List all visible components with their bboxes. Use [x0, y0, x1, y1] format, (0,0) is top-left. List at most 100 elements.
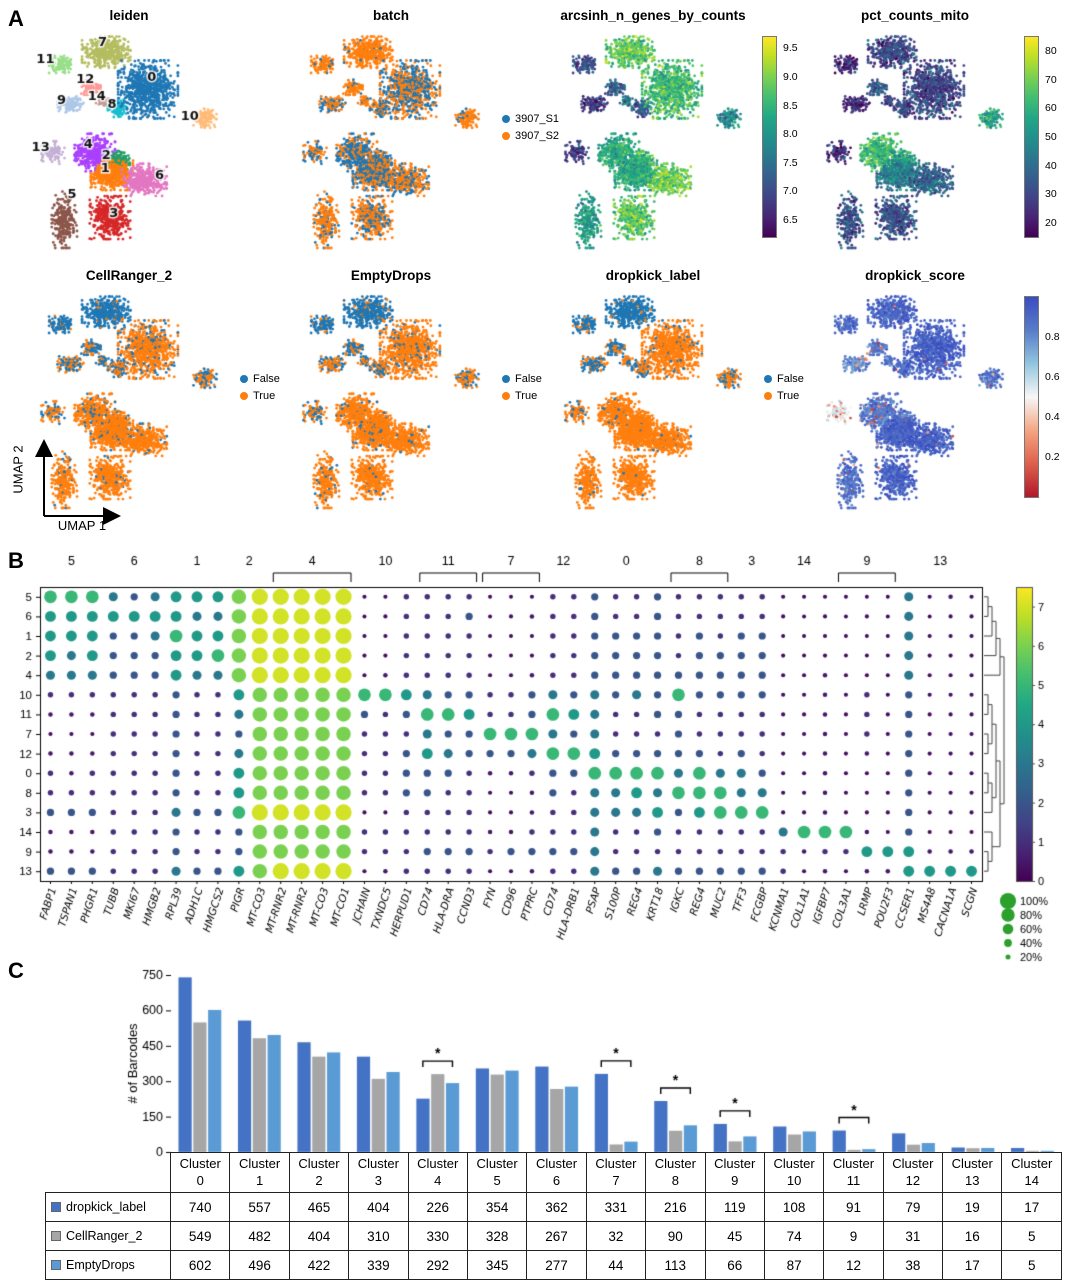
barcode-count-cell: 331: [585, 1192, 647, 1222]
barcode-count-cell: 226: [407, 1192, 468, 1222]
legend-item: 3907_S1: [502, 113, 559, 125]
colorbar-tick: 7.5: [783, 156, 798, 169]
barcode-count-cell: 79: [882, 1192, 944, 1222]
umap-plot-title: CellRanger_2: [85, 268, 173, 283]
barcode-count-cell: 19: [942, 1192, 1003, 1222]
panel-a-label: A: [8, 6, 24, 31]
series-row-header: EmptyDrops: [45, 1250, 171, 1280]
table-corner-cell: [46, 1153, 171, 1193]
barcode-count-cell: 496: [229, 1250, 290, 1280]
series-name: dropkick_label: [66, 1200, 146, 1214]
umap-plot-title: arcsinh_n_genes_by_counts: [560, 8, 746, 23]
umap-canvas-leiden: [30, 28, 228, 258]
cluster-header: Cluster 2: [288, 1152, 350, 1193]
barcode-count-cell: 45: [704, 1221, 765, 1251]
legend-dot: [764, 375, 772, 383]
cluster-header: Cluster 12: [882, 1152, 944, 1193]
barcode-count-cell: 465: [288, 1192, 350, 1222]
legend-dot: [502, 375, 510, 383]
colorbar-tick: 8.0: [783, 128, 798, 141]
legend-dot: [502, 132, 510, 140]
barcode-count-cell: 310: [348, 1221, 409, 1251]
barcode-count-bar-chart-canvas: [0, 966, 1068, 1160]
series-swatch-icon: [51, 1231, 61, 1241]
series-name: EmptyDrops: [66, 1258, 135, 1272]
panel-c-label: C: [8, 958, 24, 983]
colorbar-tick: 8.5: [783, 99, 798, 112]
legend-item: True: [502, 390, 542, 402]
umap-plot-CellRanger_2: CellRanger_2 False True: [30, 268, 292, 526]
colorbar-tick: 0.2: [1045, 451, 1060, 463]
legend-batch: 3907_S1 3907_S2: [502, 108, 559, 147]
colorbar-tick: 30: [1045, 188, 1057, 201]
umap-canvas-pct_counts_mito: [816, 28, 1014, 258]
barcode-count-cell: 17: [942, 1250, 1003, 1280]
colorbar-pct_counts_mito: 20 30 40 50 60 70 80: [1024, 36, 1057, 238]
panel-a: UMAP 2 UMAP 1 leiden batch 3907_S1 3907_S2 a…: [0, 0, 1068, 545]
umap1-axis-label: UMAP 1: [57, 518, 107, 533]
umap-plot-title: dropkick_label: [605, 268, 701, 283]
umap-canvas-CellRanger_2: [30, 288, 228, 518]
legend-dot: [502, 392, 510, 400]
colorbar-tick: 60: [1045, 102, 1057, 115]
cluster-header: Cluster 4: [407, 1152, 468, 1193]
barcode-count-cell: 277: [526, 1250, 587, 1280]
legend-dot: [502, 115, 510, 123]
cluster-header: Cluster 14: [1001, 1152, 1062, 1193]
barcode-count-cell: 5: [1001, 1250, 1062, 1280]
barcode-count-cell: 91: [823, 1192, 884, 1222]
cluster-header: Cluster 13: [942, 1152, 1003, 1193]
series-swatch-icon: [51, 1202, 61, 1212]
legend-item: False: [502, 373, 542, 385]
legend-item: True: [764, 390, 804, 402]
legend-item: False: [764, 373, 804, 385]
barcode-count-cell: 16: [942, 1221, 1003, 1251]
legend-dot: [240, 375, 248, 383]
legend-label: False: [253, 373, 280, 385]
barcode-count-cell: 17: [1001, 1192, 1062, 1222]
umap-canvas-batch: [292, 28, 490, 258]
marker-gene-dotplot-canvas: [0, 545, 1068, 966]
series-row-header: dropkick_label: [45, 1192, 171, 1222]
barcode-count-cell: 404: [288, 1221, 350, 1251]
cluster-header: Cluster 6: [526, 1152, 587, 1193]
umap-plot-title: batch: [372, 8, 409, 23]
barcode-count-cell: 108: [763, 1192, 825, 1222]
barcode-count-cell: 422: [288, 1250, 350, 1280]
barcode-count-cell: 267: [526, 1221, 587, 1251]
colorbar-tick: 9.0: [783, 71, 798, 83]
umap-plot-title: leiden: [109, 8, 149, 23]
barcode-count-cell: 119: [704, 1192, 765, 1222]
legend-dot: [764, 392, 772, 400]
barcode-count-cell: 354: [466, 1192, 528, 1222]
barcode-count-cell: 216: [645, 1192, 706, 1222]
barcode-count-cell: 66: [704, 1250, 765, 1280]
barcode-count-cell: 113: [645, 1250, 706, 1280]
series-row-header: CellRanger_2: [45, 1221, 171, 1251]
legend-EmptyDrops: False True: [502, 368, 542, 407]
umap-plot-title: EmptyDrops: [350, 268, 432, 283]
barcode-count-cell: 12: [823, 1250, 884, 1280]
umap-plot-title: dropkick_score: [865, 268, 965, 283]
colorbar-tick: 80: [1045, 45, 1057, 58]
barcode-count-cell: 44: [585, 1250, 647, 1280]
colorbar-dropkick_score: 0.2 0.4 0.6 0.8: [1024, 296, 1060, 498]
barcode-count-cell: 90: [645, 1221, 706, 1251]
legend-label: True: [515, 390, 538, 402]
legend-item: True: [240, 390, 280, 402]
barcode-count-cell: 345: [466, 1250, 528, 1280]
umap-plot-batch: batch 3907_S1 3907_S2: [292, 8, 559, 266]
cluster-header: Cluster 11: [823, 1152, 884, 1193]
umap2-axis-label: UMAP 2: [10, 445, 26, 494]
legend-label: False: [777, 373, 804, 385]
umap-plot-dropkick_score: dropkick_score 0.2 0.4 0.6 0.8: [816, 268, 1068, 526]
umap-plot-EmptyDrops: EmptyDrops False True: [292, 268, 554, 526]
colorbar-tick: 0.6: [1045, 371, 1060, 383]
umap-canvas-EmptyDrops: [292, 288, 490, 518]
colorbar-tick: 20: [1045, 216, 1057, 229]
colorbar-tick: 7.0: [783, 185, 798, 198]
barcode-count-cell: 339: [348, 1250, 409, 1280]
cluster-header: Cluster 7: [585, 1152, 647, 1193]
legend-item: False: [240, 373, 280, 385]
legend-label: True: [253, 390, 276, 402]
